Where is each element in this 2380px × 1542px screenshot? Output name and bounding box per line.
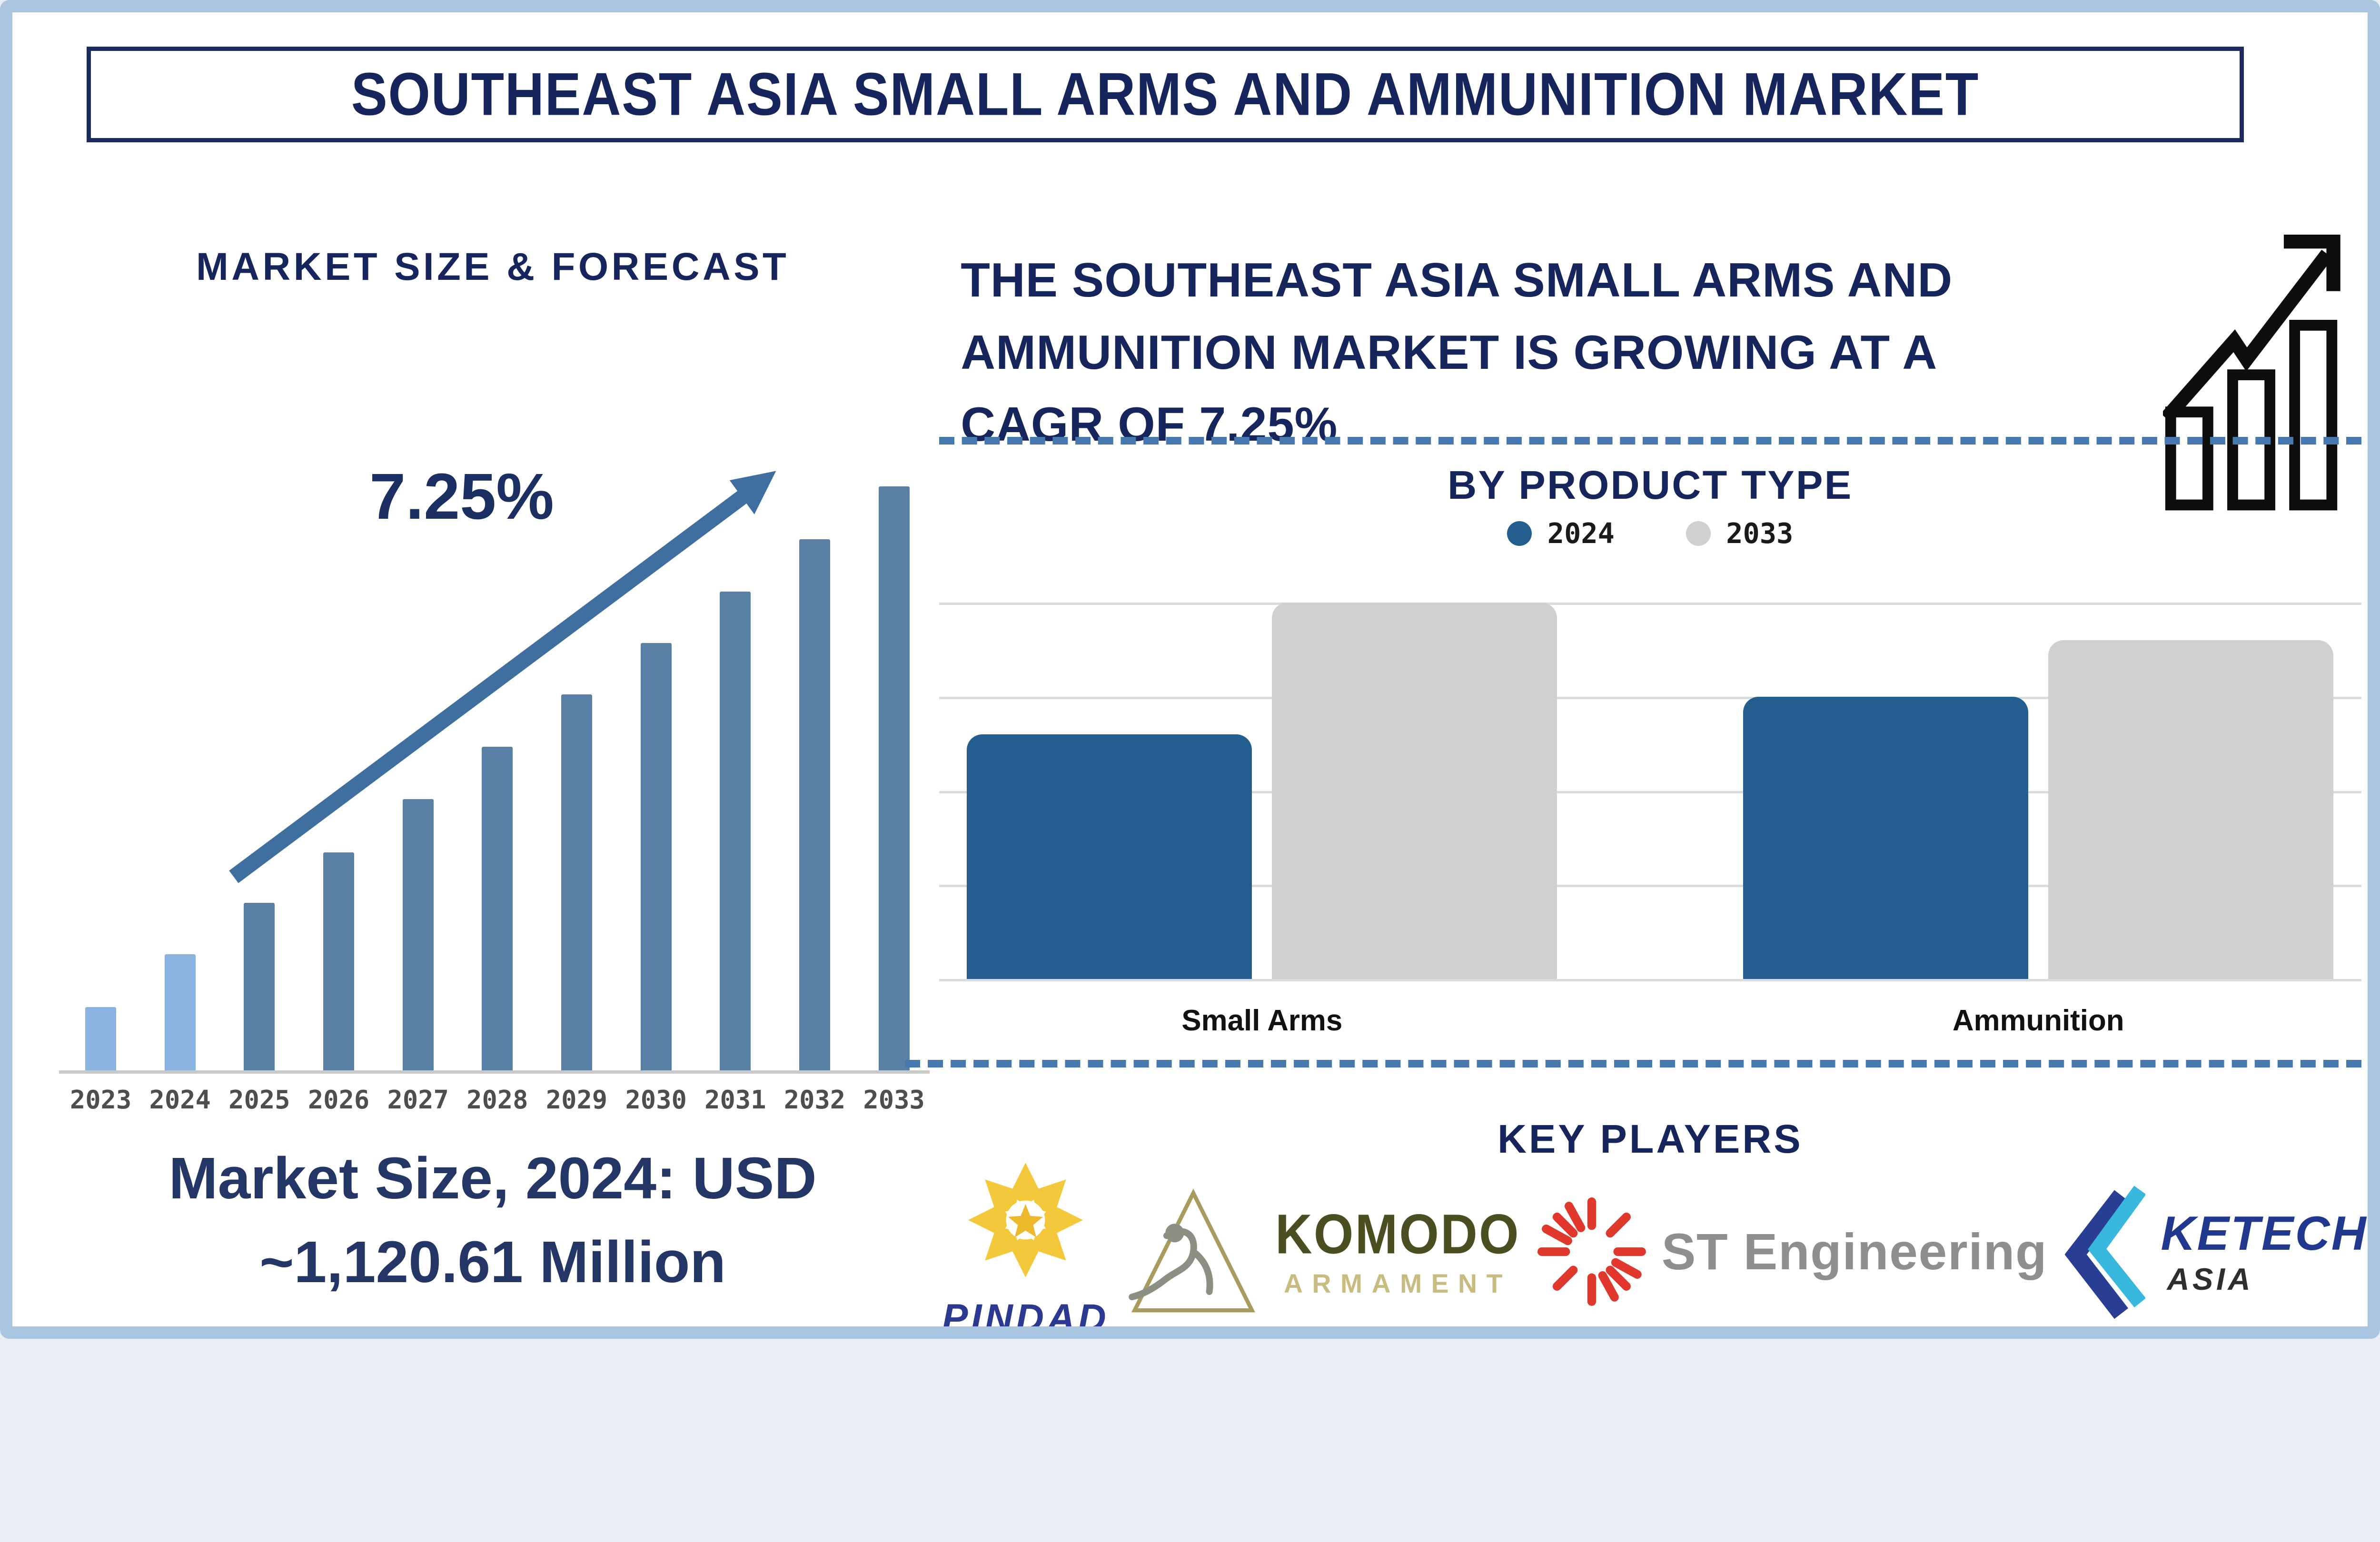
product-legend: 2024 2033 <box>939 517 2361 550</box>
forecast-chart-title: MARKET SIZE & FORECAST <box>196 245 790 289</box>
forecast-year-label-2033: 2033 <box>863 1084 925 1115</box>
product-gridline-4 <box>939 979 2361 982</box>
forecast-year-label-2027: 2027 <box>387 1084 449 1115</box>
forecast-column-2023 <box>67 474 135 1071</box>
dashed-separator-bottom <box>905 1059 2361 1068</box>
forecast-column-2025 <box>225 474 293 1071</box>
legend-item-2024: 2024 <box>1507 517 1615 550</box>
forecast-column-2030 <box>622 474 690 1071</box>
legend-label-2024: 2024 <box>1547 517 1615 550</box>
forecast-year-label-2030: 2030 <box>625 1084 687 1115</box>
category-label-Ammunition: Ammunition <box>1952 1004 2124 1038</box>
key-players-logos: PINDAD KOMODO ARMAMENT <box>942 1163 2368 1326</box>
market-size-callout: Market Size, 2024: USD ~1,120.61 Million <box>43 1137 942 1304</box>
forecast-column-2027 <box>384 474 452 1071</box>
komodo-wordmark: KOMODO <box>1275 1203 1520 1266</box>
st-engineering-wordmark: ST Engineering <box>1661 1223 2048 1281</box>
category-label-Small Arms: Small Arms <box>1181 1004 1343 1038</box>
legend-dot-2024 <box>1507 521 1532 546</box>
forecast-year-label-2024: 2024 <box>149 1084 211 1115</box>
growth-statement-line2: AMMUNITION MARKET IS GROWING AT A <box>961 326 1938 379</box>
forecast-bar-2023 <box>85 1007 117 1071</box>
logo-ketech-asia: KETECH ASIA <box>2064 1184 2368 1320</box>
rising-arrow-icon <box>229 471 776 883</box>
forecast-bar-2025 <box>244 903 275 1071</box>
product-groups <box>939 603 2361 979</box>
product-gridline-2 <box>939 791 2361 793</box>
product-category-labels: Small Arms Ammunition <box>939 1004 2361 1038</box>
pindad-wordmark: PINDAD <box>942 1296 1110 1339</box>
bar-Ammunition-2024 <box>1743 697 2029 979</box>
bar-Small Arms-2033 <box>1272 603 1557 979</box>
growth-statement-line3: CAGR OF 7.25% <box>961 398 1338 451</box>
forecast-year-label-2025: 2025 <box>228 1084 290 1115</box>
forecast-year-labels: 2023 2024 2025 2026 2027 2028 2029 2030 2031 2032… <box>67 1085 928 1115</box>
triangle-komodo-dragon-icon <box>1128 1188 1255 1313</box>
bar-Small Arms-2024 <box>967 734 1252 979</box>
forecast-column-2026 <box>305 474 373 1071</box>
product-gridline-3 <box>939 885 2361 888</box>
forecast-bar-2027 <box>402 799 434 1071</box>
forecast-bar-2026 <box>323 852 355 1071</box>
forecast-bar-2031 <box>720 591 751 1071</box>
logo-st-engineering: ST Engineering <box>1537 1197 2047 1306</box>
double-chevron-left-icon <box>2064 1186 2145 1319</box>
forecast-year-label-2032: 2032 <box>783 1084 846 1115</box>
forecast-column-2028 <box>463 474 531 1071</box>
armament-wordmark: ARMAMENT <box>1283 1269 1512 1299</box>
forecast-column-2032 <box>781 474 849 1071</box>
bar-Ammunition-2033 <box>2048 640 2334 979</box>
legend-label-2033: 2033 <box>1726 517 1794 550</box>
forecast-axis-line <box>59 1070 930 1074</box>
key-players-heading: KEY PLAYERS <box>1497 1116 1803 1161</box>
gold-starburst-star-icon <box>968 1163 1083 1278</box>
forecast-year-label-2031: 2031 <box>704 1084 766 1115</box>
forecast-year-label-2029: 2029 <box>545 1084 608 1115</box>
forecast-bar-2032 <box>799 539 830 1071</box>
asia-wordmark: ASIA <box>2167 1262 2254 1297</box>
logo-pindad: PINDAD <box>942 1163 1110 1339</box>
dashed-separator-top <box>939 436 2361 445</box>
bar-group-Small Arms <box>967 603 1557 979</box>
forecast-year-label-2026: 2026 <box>307 1084 370 1115</box>
forecast-bar-2024 <box>164 954 196 1071</box>
product-plot <box>939 603 2361 982</box>
market-size-line2: ~1,120.61 Million <box>259 1229 726 1295</box>
forecast-bar-2030 <box>640 642 672 1071</box>
forecast-year-label-2028: 2028 <box>466 1084 528 1115</box>
growth-statement: THE SOUTHEAST ASIA SMALL ARMS AND AMMUNI… <box>961 245 2154 461</box>
forecast-bar-2029 <box>561 694 593 1071</box>
red-sunburst-icon <box>1537 1197 1646 1306</box>
legend-item-2033: 2033 <box>1686 517 1794 550</box>
title-box: SOUTHEAST ASIA SMALL ARMS AND AMMUNITION… <box>87 46 2244 143</box>
growth-statement-line1: THE SOUTHEAST ASIA SMALL ARMS AND <box>961 254 1953 307</box>
forecast-column-2033 <box>860 474 928 1071</box>
bar-group-Ammunition <box>1743 603 2334 979</box>
product-gridline-0 <box>939 603 2361 605</box>
forecast-column-2029 <box>543 474 611 1071</box>
product-chart-title: BY PRODUCT TYPE <box>1448 462 1853 507</box>
market-size-line1: Market Size, 2024: USD <box>169 1146 817 1212</box>
forecast-year-label-2023: 2023 <box>69 1084 132 1115</box>
logo-komodo-armament: KOMODO ARMAMENT <box>1127 1185 1520 1318</box>
forecast-column-2031 <box>701 474 769 1071</box>
forecast-column-2024 <box>146 474 214 1071</box>
infographic-root: SOUTHEAST ASIA SMALL ARMS AND AMMUNITION… <box>0 0 2380 1339</box>
legend-dot-2033 <box>1686 521 1711 546</box>
forecast-columns <box>67 474 928 1071</box>
forecast-bar-2028 <box>482 746 513 1071</box>
ketech-wordmark: KETECH <box>2161 1207 2368 1261</box>
page-title: SOUTHEAST ASIA SMALL ARMS AND AMMUNITION… <box>351 60 1979 128</box>
forecast-bar-2033 <box>878 486 910 1071</box>
cagr-annotation: 7.25% <box>369 459 554 533</box>
product-gridline-1 <box>939 696 2361 699</box>
